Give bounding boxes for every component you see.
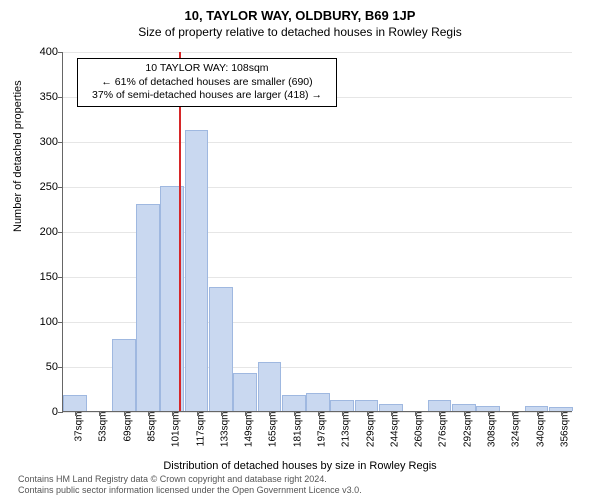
grid-line [63,52,572,53]
histogram-bar [330,400,354,411]
x-tick-label: 308sqm [487,412,498,448]
y-tick-label: 0 [18,406,58,418]
y-tick-mark [58,322,63,323]
y-tick-label: 50 [18,361,58,373]
histogram-bar [112,339,136,411]
x-tick-label: 101sqm [171,412,182,448]
histogram-bar [379,404,403,411]
footer-line1: Contains HM Land Registry data © Crown c… [18,474,362,485]
y-tick-mark [58,367,63,368]
y-tick-mark [58,97,63,98]
x-tick-label: 165sqm [268,412,279,448]
x-tick-label: 292sqm [462,412,473,448]
x-tick-label: 117sqm [195,412,206,447]
histogram-bar [136,204,160,411]
page-title: 10, TAYLOR WAY, OLDBURY, B69 1JP [0,0,600,23]
x-tick-label: 260sqm [414,412,425,448]
grid-line [63,142,572,143]
histogram-bar [428,400,452,411]
y-tick-label: 350 [18,91,58,103]
x-tick-label: 340sqm [535,412,546,448]
y-axis-label: Number of detached properties [12,80,24,232]
x-tick-label: 149sqm [244,412,255,448]
chart-area: 05010015020025030035040037sqm53sqm69sqm8… [62,52,572,412]
histogram-bar [258,362,282,412]
grid-line [63,187,572,188]
annotation-line2: ← 61% of detached houses are smaller (69… [84,76,330,90]
x-tick-label: 69sqm [122,412,133,442]
footer: Contains HM Land Registry data © Crown c… [18,474,362,497]
annotation-box: 10 TAYLOR WAY: 108sqm ← 61% of detached … [77,58,337,107]
y-tick-mark [58,52,63,53]
y-tick-label: 150 [18,271,58,283]
y-tick-mark [58,232,63,233]
histogram-bar [233,373,257,411]
x-axis-label: Distribution of detached houses by size … [0,460,600,472]
histogram-bar [306,393,330,411]
histogram-bar [185,130,209,411]
x-tick-label: 213sqm [341,412,352,448]
x-tick-label: 197sqm [317,412,328,448]
y-tick-label: 400 [18,46,58,58]
y-tick-label: 200 [18,226,58,238]
y-tick-mark [58,412,63,413]
histogram-bar [355,400,379,411]
x-tick-label: 229sqm [365,412,376,448]
x-tick-label: 244sqm [389,412,400,448]
footer-line2: Contains public sector information licen… [18,485,362,496]
x-tick-label: 324sqm [511,412,522,448]
x-tick-label: 181sqm [292,412,303,448]
y-tick-mark [58,142,63,143]
page-subtitle: Size of property relative to detached ho… [0,23,600,39]
x-tick-label: 53sqm [98,412,109,442]
y-tick-mark [58,277,63,278]
y-tick-label: 250 [18,181,58,193]
x-tick-label: 133sqm [219,412,230,448]
annotation-line1: 10 TAYLOR WAY: 108sqm [84,62,330,76]
histogram-bar [452,404,476,411]
histogram-bar [209,287,233,411]
x-tick-label: 37sqm [74,412,85,442]
y-tick-label: 100 [18,316,58,328]
x-tick-label: 276sqm [438,412,449,448]
histogram-bar [282,395,306,411]
histogram-bar [63,395,87,411]
y-tick-label: 300 [18,136,58,148]
annotation-line3: 37% of semi-detached houses are larger (… [84,89,330,103]
x-tick-label: 356sqm [559,412,570,448]
y-tick-mark [58,187,63,188]
x-tick-label: 85sqm [147,412,158,442]
